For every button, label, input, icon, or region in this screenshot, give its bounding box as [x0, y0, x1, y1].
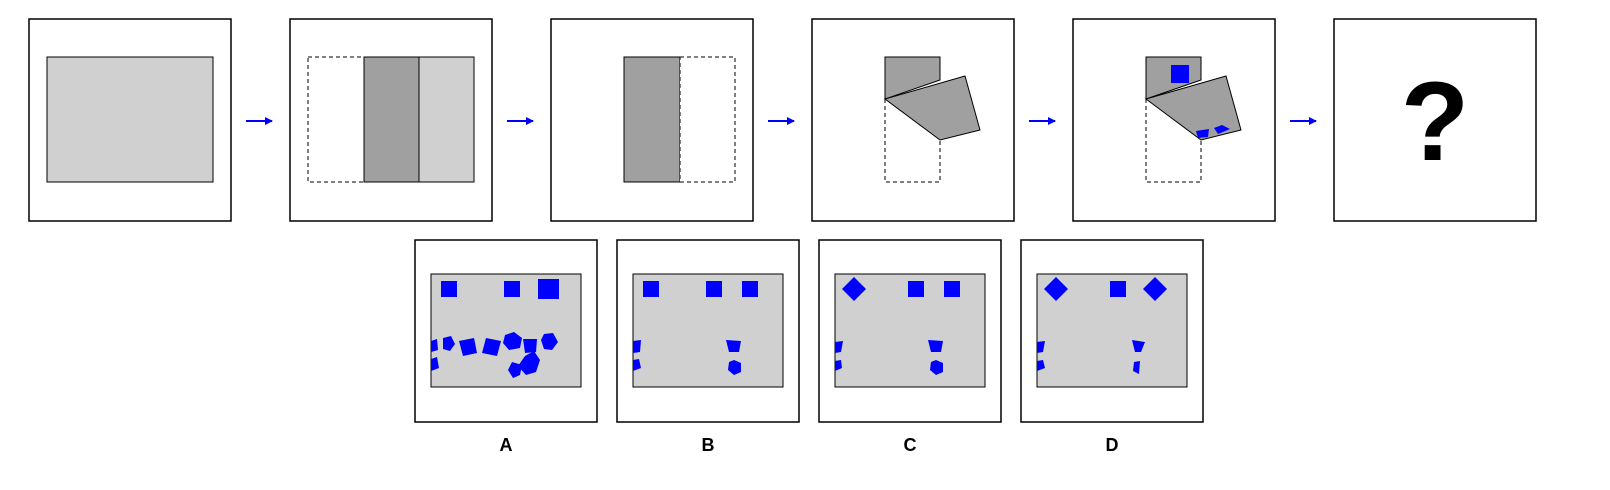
folded-away-outline	[307, 56, 365, 183]
step-3-panel	[550, 18, 754, 222]
folded-away-outline	[679, 56, 736, 183]
option-c[interactable]: C	[818, 239, 1002, 455]
hole-shape	[928, 340, 943, 352]
hole-shape	[1133, 361, 1140, 374]
folded-away-outline	[884, 99, 941, 183]
hole-shape	[482, 338, 501, 356]
hole-square	[643, 281, 659, 297]
hole-square	[706, 281, 722, 297]
hole-square	[944, 281, 960, 297]
hole-shape	[726, 340, 741, 352]
question-mark: ?	[1401, 59, 1469, 184]
option-label: D	[1106, 435, 1119, 455]
hole-shape	[930, 360, 943, 375]
hole-square	[1110, 281, 1126, 297]
hole-shape	[1037, 341, 1045, 353]
option-label: C	[904, 435, 917, 455]
step-5-panel	[1072, 18, 1276, 222]
hole-shape	[523, 339, 537, 353]
option-a[interactable]: A	[414, 239, 598, 455]
hole-shape	[443, 336, 455, 351]
step-1-panel	[28, 18, 232, 222]
hole-shape	[633, 340, 641, 353]
hole-shape	[728, 360, 741, 375]
hole-square	[538, 279, 559, 299]
punch-hole-partial	[1196, 129, 1209, 138]
step-4-panel	[811, 18, 1015, 222]
option-label: B	[702, 435, 715, 455]
option-label: A	[500, 435, 513, 455]
hole-shape	[503, 332, 522, 350]
question-panel: ?	[1333, 18, 1537, 222]
folded-layer-top	[884, 56, 941, 100]
punch-hole-square	[1171, 65, 1189, 83]
hole-shape	[459, 338, 477, 356]
hole-shape	[1132, 340, 1145, 352]
hole-shape	[633, 359, 641, 371]
hole-shape	[431, 339, 438, 352]
folded-layer	[363, 56, 420, 183]
hole-shape	[541, 333, 558, 350]
option-d[interactable]: D	[1020, 239, 1204, 455]
hole-square	[908, 281, 924, 297]
folded-flap	[883, 75, 981, 141]
step-2-panel	[289, 18, 493, 222]
punch-hole-partial	[1214, 125, 1230, 134]
hole-square	[742, 281, 758, 297]
folded-layer	[623, 56, 681, 183]
hole-square	[441, 281, 457, 297]
hole-shape	[835, 341, 843, 353]
hole-diamond	[1143, 277, 1167, 301]
hole-shape	[431, 357, 439, 371]
option-b[interactable]: B	[616, 239, 800, 455]
hole-shape	[508, 362, 522, 378]
hole-square	[504, 281, 520, 297]
hole-shape	[518, 351, 540, 375]
paper-sheet	[46, 56, 214, 183]
hole-diamond	[842, 277, 866, 301]
folded-away-outline	[1145, 99, 1202, 183]
hole-shape	[835, 360, 842, 371]
hole-diamond	[1044, 277, 1068, 301]
paper-remaining	[418, 56, 475, 183]
folded-flap	[1144, 75, 1242, 141]
hole-shape	[1037, 360, 1045, 371]
